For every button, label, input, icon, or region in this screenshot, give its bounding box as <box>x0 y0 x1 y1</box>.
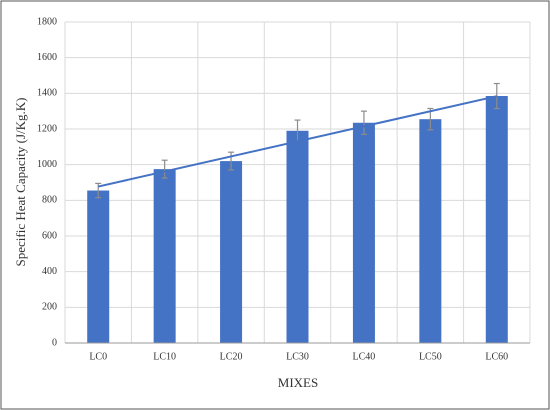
error-bar <box>493 82 500 110</box>
x-axis-label: MIXES <box>278 375 318 390</box>
bar <box>352 122 375 343</box>
x-tick-label: LC0 <box>89 351 107 362</box>
x-tick-label: LC10 <box>153 351 176 362</box>
bar <box>419 119 442 343</box>
y-tick-label: 400 <box>42 266 57 277</box>
y-tick-label: 200 <box>42 302 57 313</box>
x-tick-label: LC60 <box>485 351 508 362</box>
y-tick-label: 800 <box>42 195 57 206</box>
x-tick-label: LC20 <box>220 351 243 362</box>
bar <box>286 130 309 343</box>
y-tick-label: 1800 <box>37 16 57 27</box>
trendline <box>97 95 498 188</box>
x-tick-label: LC30 <box>286 351 309 362</box>
y-tick-label: 600 <box>42 230 57 241</box>
y-tick-label: 1600 <box>37 52 57 63</box>
error-bar <box>228 151 235 171</box>
bar <box>220 161 243 343</box>
y-tick-label: 1000 <box>37 159 57 170</box>
bar <box>87 190 110 343</box>
error-bar <box>360 110 367 135</box>
y-tick-label: 1400 <box>37 88 57 99</box>
y-axis-label: Specific Heat Capacity (J/Kg.K) <box>13 98 28 267</box>
x-tick-label: LC50 <box>419 351 442 362</box>
y-tick-label: 1200 <box>37 123 57 134</box>
bar <box>153 169 176 343</box>
error-bar <box>161 159 168 179</box>
bar <box>485 96 508 343</box>
y-tick-label: 0 <box>52 337 57 348</box>
x-tick-label: LC40 <box>353 351 376 362</box>
